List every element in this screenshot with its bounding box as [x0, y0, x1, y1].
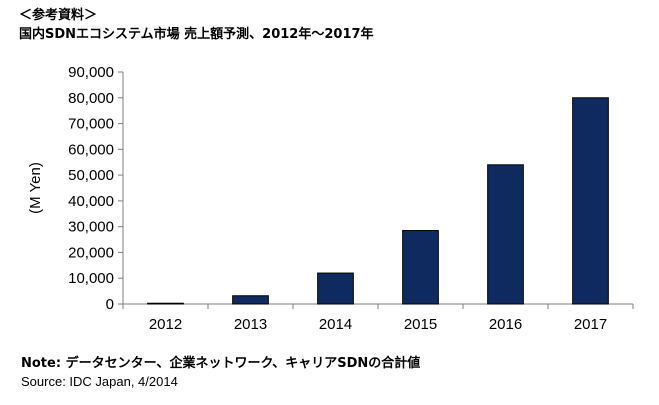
x-tick-label: 2014 [319, 316, 352, 333]
bar-2017 [572, 97, 609, 305]
x-tick-label: 2013 [234, 316, 267, 333]
y-tick-label: 90,000 [68, 64, 114, 81]
bar-2014 [317, 272, 354, 305]
x-tick-label: 2015 [404, 316, 437, 333]
bar-2016 [487, 164, 524, 305]
y-tick-label: 30,000 [68, 219, 114, 236]
x-tick-label: 2016 [489, 316, 522, 333]
note-text: データセンター、企業ネットワーク、キャリアSDNの合計値 [61, 356, 421, 371]
bar-2012 [147, 302, 184, 305]
note: Note: データセンター、企業ネットワーク、キャリアSDNの合計値 [21, 355, 420, 373]
y-tick-label: 10,000 [68, 270, 114, 287]
source-line: Source: IDC Japan, 4/2014 [21, 374, 178, 389]
y-tick-label: 50,000 [68, 167, 114, 184]
x-tick-label: 2012 [149, 316, 182, 333]
chart-title: 国内SDNエコシステム市場 売上額予測、2012年～2017年 [19, 27, 374, 42]
y-tick-label: 40,000 [68, 193, 114, 210]
y-axis-title: (M Yen) [27, 162, 44, 214]
y-tick-label: 0 [106, 296, 114, 313]
x-tick-label: 2017 [574, 316, 607, 333]
reference-label: ＜参考資料＞ [19, 8, 98, 23]
note-label: Note: [21, 356, 62, 371]
y-tick-label: 70,000 [68, 116, 114, 133]
bar-2015 [402, 230, 439, 305]
bar-chart: 0 10,000 20,000 30,000 40,000 50,000 60,000 70,… [27, 64, 634, 333]
bar-2013 [232, 295, 269, 305]
chart-header: ＜参考資料＞ 国内SDNエコシステム市場 売上額予測、2012年～2017年 [19, 7, 374, 43]
y-tick-label: 60,000 [68, 141, 114, 158]
y-tick-label: 80,000 [68, 90, 114, 107]
chart-footer: Note: データセンター、企業ネットワーク、キャリアSDNの合計値 Sourc… [21, 355, 420, 391]
y-tick-label: 20,000 [68, 244, 114, 261]
